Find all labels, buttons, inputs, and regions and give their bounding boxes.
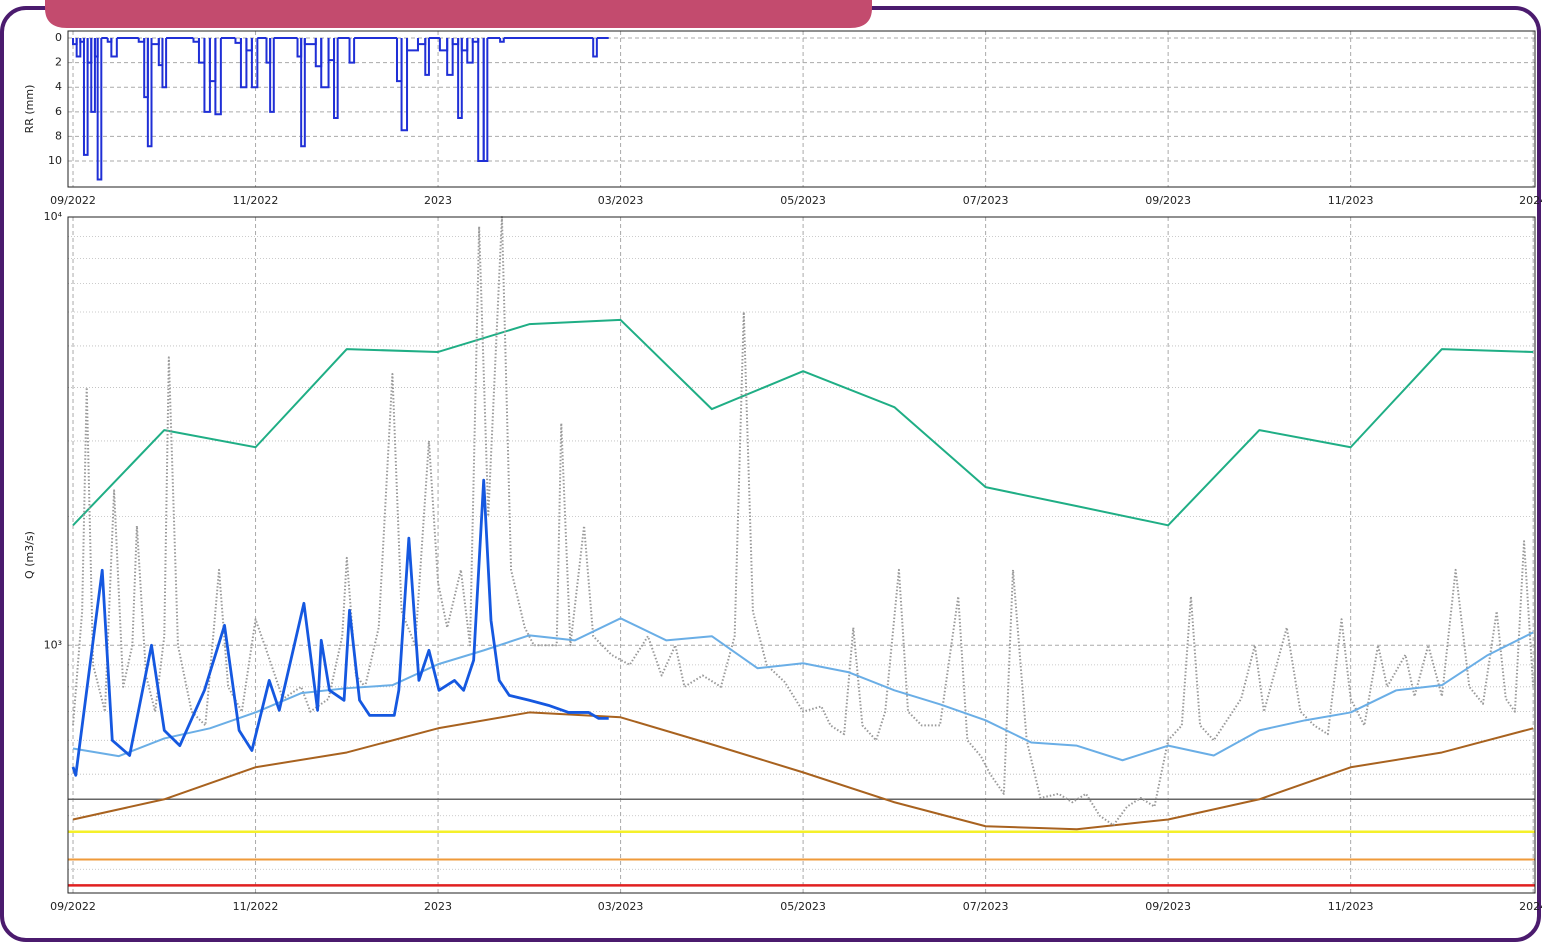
rain-step	[96, 38, 103, 181]
x-tick-label: 2024	[1519, 194, 1542, 207]
y-tick-label: 0	[55, 31, 62, 44]
rain-step	[239, 38, 248, 89]
rain-step	[161, 38, 168, 89]
x-tick-label: 07/2023	[963, 900, 1009, 913]
y-tick-label: 10⁴	[44, 210, 63, 223]
rain-step	[592, 38, 598, 58]
y-tick-label: 6	[55, 105, 62, 118]
rain-step	[300, 38, 306, 148]
rain-step	[110, 38, 118, 58]
x-tick-label: 11/2022	[233, 194, 279, 207]
rain-step	[400, 38, 409, 132]
y-tick-label: 10³	[44, 638, 62, 651]
rain-step	[214, 38, 222, 116]
y-tick-label: 8	[55, 129, 62, 142]
rain-step	[333, 38, 339, 119]
x-tick-label: 05/2023	[780, 900, 826, 913]
x-tick-label: 09/2023	[1145, 194, 1191, 207]
x-tick-label: 2023	[424, 900, 452, 913]
rain-step	[482, 38, 489, 163]
axes-frame	[67, 30, 1536, 188]
rain-step	[446, 38, 454, 76]
rain-step	[466, 38, 474, 64]
series-line	[72, 318, 1534, 527]
x-tick-label: 05/2023	[780, 194, 826, 207]
x-tick-label: 2023	[424, 194, 452, 207]
plot-area	[68, 217, 1535, 893]
rain-step	[424, 38, 430, 76]
x-tick-label: 07/2023	[963, 194, 1009, 207]
x-tick-label: 03/2023	[598, 900, 644, 913]
rain-step	[269, 38, 275, 113]
y-tick-label: 2	[55, 56, 62, 69]
y-axis-label: RR (mm)	[23, 85, 36, 134]
axes-frame	[67, 216, 1536, 894]
rain-step	[457, 38, 463, 119]
series-line	[72, 711, 1534, 831]
rain-step	[75, 38, 82, 58]
series-line	[71, 478, 609, 777]
x-tick-label: 09/2022	[50, 194, 96, 207]
rain-step	[499, 38, 505, 43]
x-tick-label: 11/2023	[1328, 900, 1374, 913]
rain-step	[348, 38, 356, 64]
rain-step	[250, 38, 259, 89]
plot-area	[68, 31, 1535, 187]
x-tick-label: 09/2023	[1145, 900, 1191, 913]
rain-step	[82, 38, 89, 156]
header-tab	[45, 0, 872, 28]
rain-step	[146, 38, 153, 148]
x-tick-label: 2024	[1519, 900, 1542, 913]
series-line	[72, 216, 1535, 827]
y-tick-label: 4	[55, 80, 62, 93]
x-tick-label: 03/2023	[598, 194, 644, 207]
x-tick-label: 09/2022	[50, 900, 96, 913]
x-tick-label: 11/2022	[233, 900, 279, 913]
rain-step	[320, 38, 330, 89]
rain-step	[90, 38, 96, 113]
y-tick-label: 10	[48, 154, 62, 167]
y-axis-label: Q (m3/s)	[23, 531, 36, 579]
x-tick-label: 11/2023	[1328, 194, 1374, 207]
